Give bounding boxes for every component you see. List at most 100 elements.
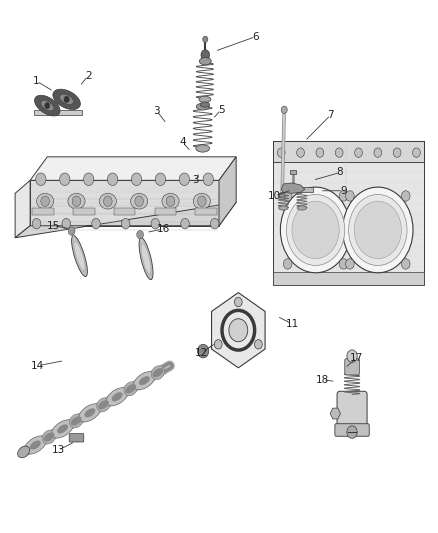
Ellipse shape (297, 206, 307, 210)
Circle shape (349, 195, 407, 265)
Circle shape (179, 173, 190, 185)
Circle shape (203, 173, 213, 185)
Circle shape (346, 259, 354, 269)
Ellipse shape (52, 420, 74, 438)
Circle shape (292, 201, 339, 259)
Polygon shape (15, 202, 236, 238)
Ellipse shape (98, 400, 109, 409)
Ellipse shape (18, 446, 30, 458)
Circle shape (281, 106, 287, 114)
Ellipse shape (199, 96, 211, 102)
Circle shape (181, 219, 189, 229)
Ellipse shape (68, 193, 85, 209)
Circle shape (343, 187, 413, 273)
Circle shape (283, 191, 292, 201)
Polygon shape (272, 141, 424, 162)
Ellipse shape (124, 382, 138, 395)
Circle shape (151, 219, 159, 229)
Circle shape (36, 173, 46, 185)
Polygon shape (219, 157, 236, 226)
Circle shape (203, 36, 208, 43)
Circle shape (107, 173, 118, 185)
Circle shape (279, 192, 285, 200)
Circle shape (336, 148, 343, 157)
Circle shape (355, 148, 362, 157)
Text: 14: 14 (31, 361, 45, 371)
Ellipse shape (42, 430, 56, 444)
Circle shape (277, 148, 285, 157)
Ellipse shape (196, 145, 209, 152)
Polygon shape (330, 408, 340, 419)
Circle shape (72, 196, 81, 206)
Text: 1: 1 (33, 76, 40, 86)
Circle shape (121, 219, 130, 229)
Ellipse shape (125, 384, 136, 393)
Polygon shape (114, 208, 135, 215)
Ellipse shape (139, 376, 150, 385)
Polygon shape (53, 89, 81, 110)
Polygon shape (30, 180, 219, 226)
Ellipse shape (79, 404, 101, 422)
Text: 15: 15 (47, 221, 60, 231)
Circle shape (374, 148, 381, 157)
Ellipse shape (151, 366, 165, 379)
Circle shape (155, 173, 166, 185)
Polygon shape (288, 187, 314, 192)
Circle shape (280, 187, 351, 273)
Text: 16: 16 (156, 224, 170, 234)
Ellipse shape (99, 193, 117, 209)
Text: 7: 7 (327, 110, 334, 120)
Ellipse shape (85, 408, 95, 417)
Circle shape (45, 102, 50, 109)
Ellipse shape (57, 424, 68, 433)
Ellipse shape (71, 236, 88, 277)
Circle shape (254, 340, 262, 349)
Circle shape (166, 196, 175, 206)
Circle shape (347, 426, 357, 438)
Ellipse shape (152, 368, 163, 377)
Circle shape (92, 219, 100, 229)
Polygon shape (272, 272, 424, 285)
Circle shape (135, 196, 144, 206)
Ellipse shape (106, 387, 128, 406)
Circle shape (234, 297, 242, 306)
Polygon shape (290, 170, 296, 174)
Text: 4: 4 (179, 137, 186, 147)
Circle shape (346, 191, 354, 201)
Circle shape (339, 191, 348, 201)
Ellipse shape (70, 414, 83, 428)
Circle shape (413, 148, 420, 157)
FancyBboxPatch shape (345, 359, 359, 375)
Circle shape (131, 173, 141, 185)
Text: 12: 12 (195, 348, 208, 358)
Polygon shape (35, 110, 81, 115)
Ellipse shape (196, 103, 209, 110)
Circle shape (214, 340, 222, 349)
Polygon shape (281, 183, 305, 193)
Circle shape (402, 191, 410, 201)
Ellipse shape (193, 193, 210, 209)
Polygon shape (212, 293, 265, 368)
Polygon shape (35, 95, 60, 116)
Ellipse shape (141, 244, 151, 274)
Text: 6: 6 (252, 31, 259, 42)
Circle shape (402, 259, 410, 269)
Ellipse shape (71, 416, 82, 425)
Text: 18: 18 (316, 375, 329, 385)
Polygon shape (41, 100, 54, 111)
Polygon shape (155, 208, 176, 215)
Polygon shape (195, 208, 217, 215)
Circle shape (198, 196, 206, 206)
Circle shape (316, 148, 324, 157)
Circle shape (103, 196, 112, 206)
Ellipse shape (112, 392, 123, 401)
Text: 11: 11 (285, 319, 299, 329)
Text: 8: 8 (337, 167, 343, 177)
Text: 3: 3 (192, 175, 199, 185)
Text: 9: 9 (340, 186, 347, 196)
Circle shape (393, 148, 401, 157)
Polygon shape (32, 208, 54, 215)
FancyBboxPatch shape (337, 391, 367, 433)
Ellipse shape (74, 241, 85, 271)
Ellipse shape (36, 193, 54, 209)
